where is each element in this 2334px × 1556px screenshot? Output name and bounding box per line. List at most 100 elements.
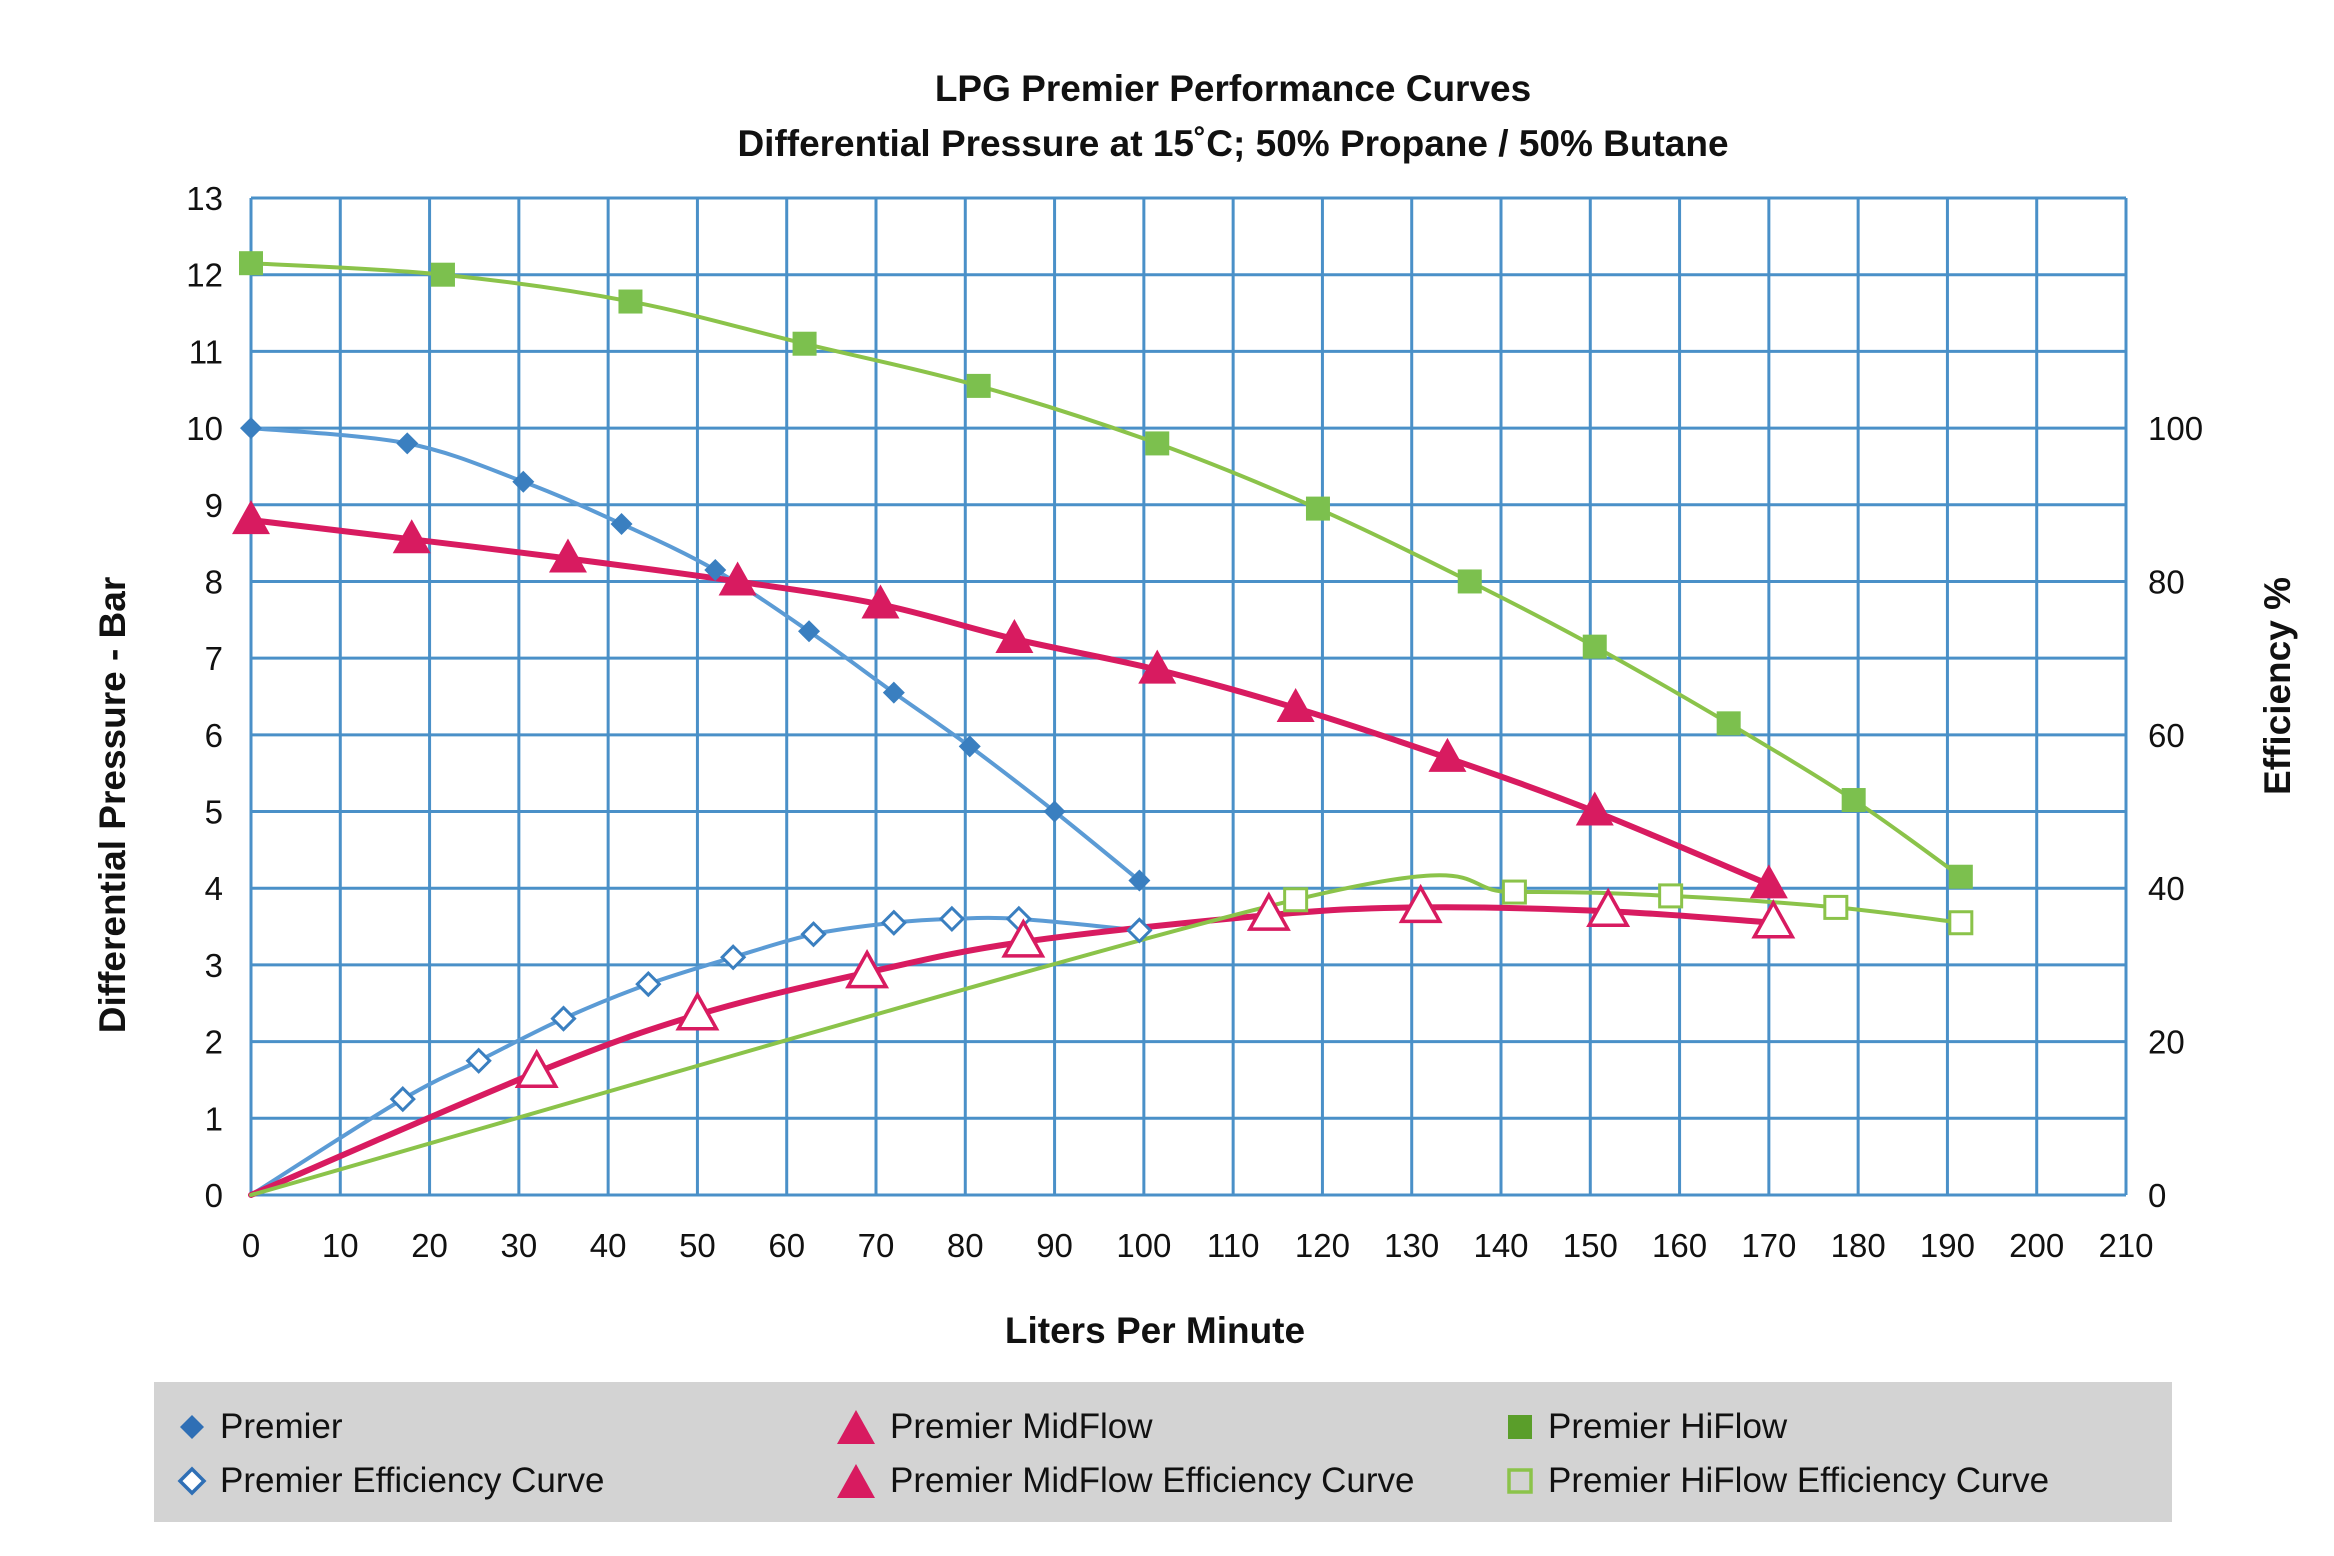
y-tick-label: 11 (189, 333, 223, 370)
y-tick-label: 3 (205, 947, 223, 984)
legend-label: Premier Efficiency Curve (220, 1461, 605, 1500)
legend-item-premier: Premier (176, 1402, 343, 1452)
y2-tick-label: 40 (2148, 870, 2185, 907)
legend-item-hiflow: Premier HiFlow (1504, 1402, 1787, 1452)
data-point (635, 970, 662, 998)
legend-item-midflow-efficiency: Premier MidFlow Efficiency Curve (834, 1456, 1415, 1506)
axis-ticks: 0 10 20 30 40 50 60 70 80 90 100 110 120 130 140 150 160… (186, 180, 2203, 1264)
data-point (396, 432, 419, 455)
x-tick-label: 70 (858, 1227, 895, 1264)
data-point (1823, 894, 1849, 920)
y-tick-label: 13 (186, 180, 223, 217)
y-tick-label: 8 (205, 563, 223, 600)
y2-tick-label: 20 (2148, 1024, 2185, 1061)
data-point (430, 262, 455, 287)
data-point (958, 735, 981, 758)
y-tick-label: 1 (205, 1100, 223, 1137)
data-point (1398, 883, 1443, 924)
series-line-premier-efficiency (249, 915, 1142, 1197)
data-point (792, 331, 817, 356)
data-point (1428, 737, 1467, 772)
x-tick-label: 110 (1207, 1227, 1260, 1264)
diamond-filled-icon (180, 1415, 204, 1439)
series-line-hiflow-efficiency (249, 873, 1963, 1197)
x-tick-label: 130 (1384, 1227, 1439, 1264)
legend-label: Premier HiFlow (1548, 1407, 1788, 1446)
data-point (1658, 883, 1684, 909)
x-tick-label: 50 (679, 1227, 716, 1264)
data-point (861, 584, 900, 619)
y-tick-label: 4 (205, 870, 223, 907)
y-tick-label: 2 (205, 1024, 223, 1061)
triangle-filled-icon (837, 1410, 875, 1444)
x-tick-label: 170 (1741, 1227, 1796, 1264)
data-point (1948, 910, 1974, 936)
legend-item-midflow: Premier MidFlow (834, 1402, 1153, 1452)
x-tick-label: 190 (1920, 1227, 1975, 1264)
x-tick-label: 100 (1116, 1227, 1171, 1264)
data-point (240, 417, 262, 440)
data-point (550, 1005, 577, 1032)
legend-label: Premier MidFlow (890, 1407, 1153, 1446)
y2-tick-label: 100 (2148, 410, 2203, 447)
x-tick-label: 200 (2009, 1227, 2064, 1264)
data-point (548, 538, 587, 573)
data-point (800, 921, 827, 948)
data-point (232, 500, 270, 535)
data-point (1043, 800, 1066, 823)
data-point (465, 1047, 492, 1074)
grid (249, 196, 2128, 1197)
chart-title: LPG Premier Performance Curves (935, 68, 1531, 109)
y-axis-title: Differential Pressure - Bar (92, 577, 133, 1034)
legend-label: Premier (220, 1407, 343, 1446)
diamond-open-icon (177, 1466, 207, 1496)
data-point (675, 991, 720, 1031)
y-tick-label: 10 (186, 410, 223, 447)
data-point (1841, 788, 1866, 813)
data-point (1246, 891, 1291, 931)
y-tick-label: 7 (205, 640, 223, 677)
triangle-filled-icon (837, 1464, 875, 1498)
data-point (704, 558, 727, 581)
data-point (720, 944, 747, 971)
x-tick-label: 210 (2098, 1227, 2153, 1264)
x-tick-label: 150 (1563, 1227, 1618, 1264)
x-tick-label: 10 (322, 1227, 359, 1264)
data-point (845, 949, 890, 989)
data-point (1716, 711, 1741, 736)
data-point (1305, 496, 1330, 521)
data-point (514, 1048, 559, 1089)
y2-axis-title: Efficiency % (2257, 577, 2298, 795)
y-tick-label: 5 (205, 794, 223, 831)
y2-tick-label: 80 (2148, 563, 2185, 600)
data-point (1126, 917, 1153, 944)
square-filled-icon (1508, 1415, 1532, 1439)
data-point (239, 251, 263, 276)
x-tick-label: 80 (947, 1227, 984, 1264)
x-tick-label: 160 (1652, 1227, 1707, 1264)
data-point (1457, 569, 1482, 594)
data-point (938, 905, 966, 933)
legend-label: Premier HiFlow Efficiency Curve (1548, 1461, 2050, 1500)
data-point (718, 561, 757, 596)
data-point (392, 519, 431, 554)
data-point (995, 618, 1034, 653)
x-axis-title: Liters Per Minute (1005, 1310, 1305, 1351)
series-line-midflow (248, 517, 1772, 888)
data-point (1749, 864, 1788, 899)
data-point (1575, 791, 1614, 826)
legend: Premier Premier Efficiency Curve Premier… (154, 1382, 2172, 1522)
data-point (610, 512, 633, 535)
y2-tick-label: 0 (2148, 1177, 2166, 1214)
data-series (232, 251, 1974, 1198)
x-tick-label: 120 (1295, 1227, 1350, 1264)
data-point (1283, 887, 1309, 913)
data-point (1586, 887, 1631, 927)
y-tick-label: 6 (205, 717, 223, 754)
data-point (1145, 431, 1170, 456)
data-point (1128, 869, 1151, 892)
legend-label: Premier MidFlow Efficiency Curve (890, 1461, 1415, 1500)
square-open-icon (1507, 1468, 1533, 1494)
y-tick-label: 9 (205, 487, 223, 524)
